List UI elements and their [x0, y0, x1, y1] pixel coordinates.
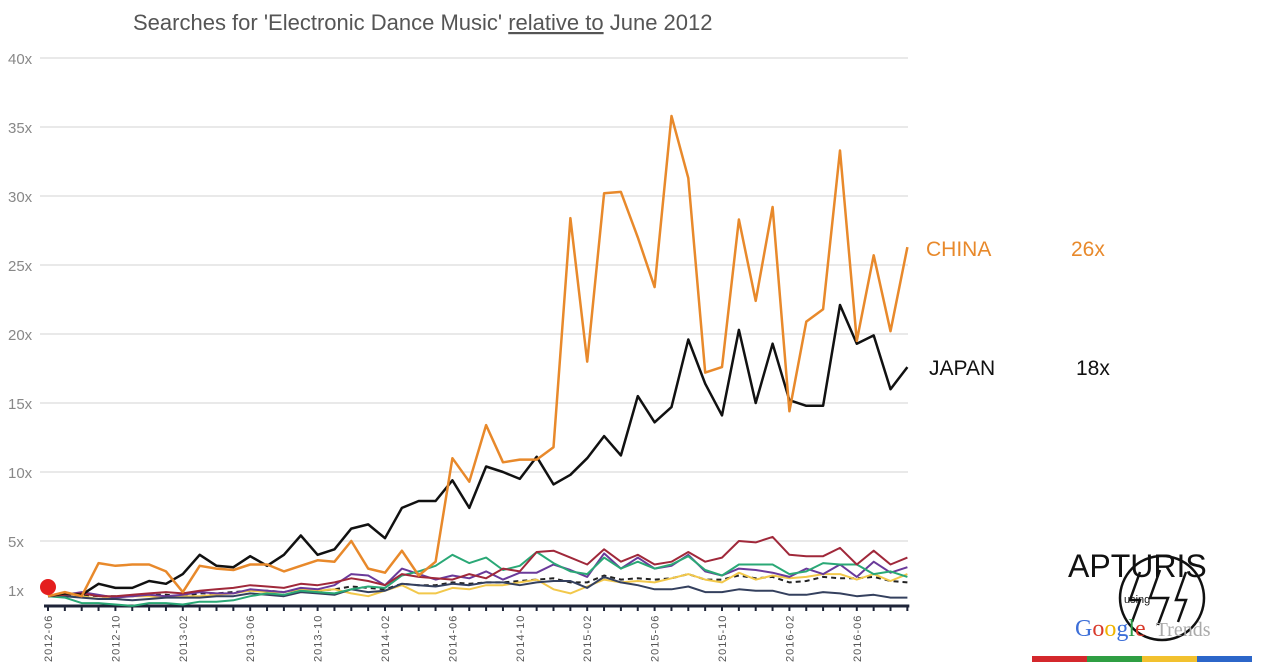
logo-circle-icon	[1118, 554, 1206, 642]
x-tick-label: 2014-06	[447, 615, 459, 662]
x-tick-label: 2012-06	[43, 615, 55, 662]
x-tick-label: 2015-02	[582, 615, 594, 662]
series-line-china	[47, 114, 909, 598]
series-lines	[47, 114, 909, 607]
y-axis: 40x 35x 30x 25x 20x 15x 10x 5x 1x	[8, 51, 33, 600]
color-bar-yellow	[1142, 656, 1197, 662]
y-tick-label: 40x	[8, 51, 33, 68]
y-tick-label: 20x	[8, 327, 33, 344]
series-line-3	[47, 551, 908, 607]
logo-bolt-icon	[1128, 569, 1188, 626]
label-japan: JAPAN	[929, 357, 995, 380]
label-china: CHINA	[926, 238, 991, 261]
x-tick-label: 2013-02	[178, 615, 190, 662]
y-tick-label: 5x	[8, 534, 24, 551]
x-tick-label: 2014-02	[380, 615, 392, 662]
label-japan-value: 18x	[1076, 357, 1110, 380]
y-tick-label: 15x	[8, 396, 33, 413]
apturis-logo: APTURIS using Google Trends	[1032, 548, 1252, 662]
label-china-value: 26x	[1071, 238, 1105, 261]
series-line-6	[47, 571, 908, 600]
gridlines	[40, 57, 908, 542]
y-tick-label: 10x	[8, 465, 33, 482]
x-tick-label: 2016-06	[852, 615, 864, 662]
x-axis: 2012-06 2012-10 2013-02 2013-06 2013-10 2014-…	[43, 604, 910, 662]
y-tick-label: 30x	[8, 189, 33, 206]
series-line-2	[47, 535, 908, 598]
series-line-4	[48, 575, 908, 602]
y-tick-label: 35x	[8, 120, 33, 137]
baseline-marker	[40, 579, 56, 595]
logo-using: using	[1124, 594, 1150, 606]
color-bar-red	[1032, 656, 1087, 662]
y-tick-label: 1x	[8, 583, 24, 600]
x-tick-label: 2016-02	[784, 615, 796, 662]
series-line-japan	[47, 303, 909, 598]
chart-title: Searches for 'Electronic Dance Music' re…	[133, 10, 712, 35]
y-tick-label: 25x	[8, 258, 33, 275]
x-tick-label: 2013-06	[245, 615, 257, 662]
x-tick-label: 2015-10	[717, 615, 729, 662]
x-tick-label: 2013-10	[313, 615, 325, 662]
google-logo: Google Trends	[1075, 616, 1211, 642]
x-tick-label: 2012-10	[110, 615, 122, 662]
x-tick-label: 2014-10	[515, 615, 527, 662]
series-line-5	[47, 552, 908, 599]
x-tick-label: 2015-06	[650, 615, 662, 662]
color-bar-blue	[1197, 656, 1252, 662]
color-bar-green	[1087, 656, 1142, 662]
